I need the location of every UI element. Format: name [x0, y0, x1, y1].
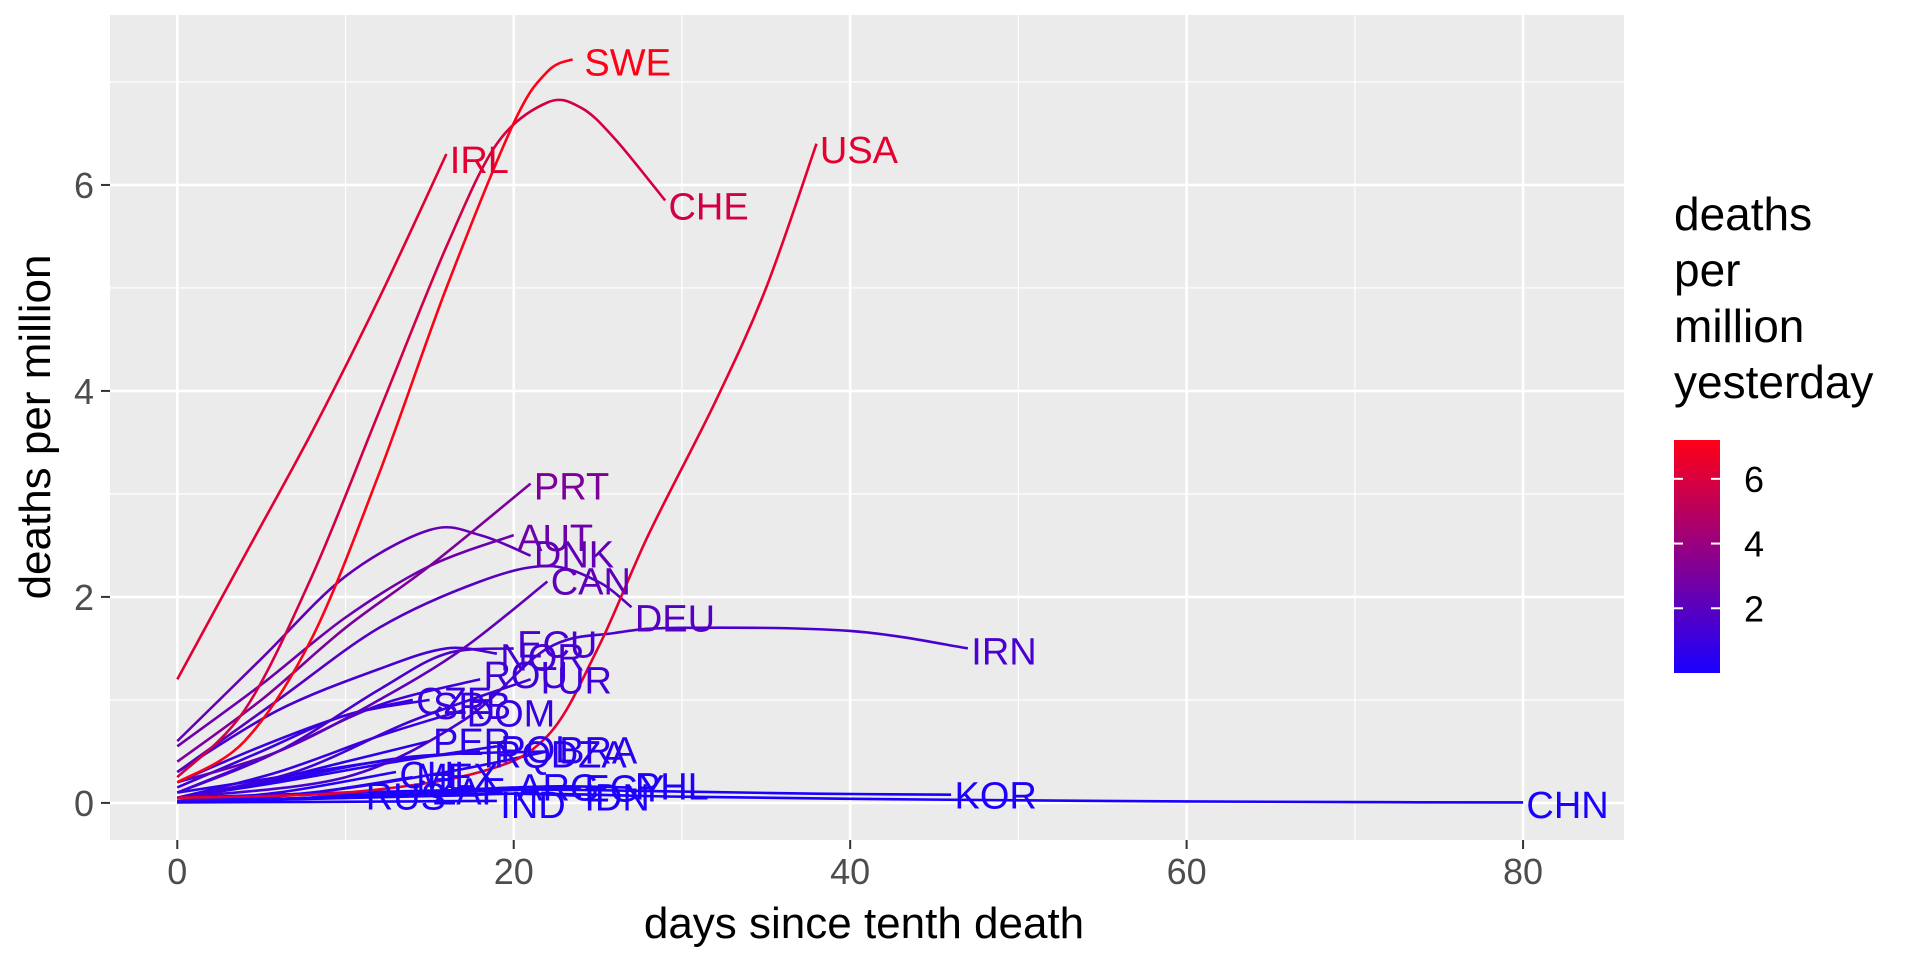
y-tick-label: 0 [74, 783, 94, 824]
series-label-arg: ARG [517, 767, 599, 809]
series-lines [176, 58, 1524, 804]
y-tick-label: 6 [74, 165, 94, 206]
legend-ticks: 2 4 6 [1674, 459, 1764, 629]
series-label-chn: CHN [1526, 785, 1608, 827]
series-label-irq: IRQ [483, 734, 551, 776]
x-tick-label: 80 [1503, 851, 1543, 892]
series-line-dom [176, 708, 464, 800]
series-line-usa [177, 143, 818, 800]
series-label-idn: IDN [584, 778, 649, 820]
series-label-can: CAN [551, 561, 631, 603]
series-line-swe [176, 58, 574, 784]
series-label-rus: RUS [366, 777, 446, 819]
series-label-srb: SRB [433, 686, 511, 728]
series-label-chl: CHL [399, 755, 475, 797]
series-line-dnk [176, 525, 532, 743]
legend-title-line: yesterday [1674, 356, 1873, 408]
x-tick-label: 60 [1167, 851, 1207, 892]
series-label-dza: DZA [551, 734, 628, 776]
series-label-ind: IND [500, 785, 565, 827]
series-label-pol: POL [500, 729, 576, 771]
series-line-irl [176, 153, 448, 680]
y-axis: 0 2 4 6 [74, 165, 110, 824]
legend-title-line: million [1674, 300, 1804, 352]
legend-title-line: per [1674, 244, 1740, 296]
series-line-prt [176, 482, 532, 763]
series-label-kor: KOR [954, 776, 1036, 818]
legend-tick-label: 2 [1744, 588, 1764, 629]
x-axis-label: days since tenth death [644, 899, 1084, 948]
series-label-usa: USA [820, 130, 899, 172]
series-label-nor: NOR [500, 638, 584, 680]
series-label-irl: IRL [450, 140, 509, 182]
series-line-irn [177, 626, 969, 800]
series-line-che [176, 98, 667, 779]
series-label-egy: EGY [584, 768, 664, 810]
series-label-dom: DOM [467, 693, 556, 735]
x-axis: 0 20 40 60 80 [167, 840, 1543, 892]
series-label-per: PER [433, 722, 511, 764]
series-line-aut [176, 533, 515, 748]
series-label-zaf: ZAF [433, 772, 505, 814]
series-line-bra [177, 750, 548, 803]
series-label-aut: AUT [517, 518, 593, 560]
series-label-phl: PHL [635, 766, 709, 808]
legend-title-line: deaths [1674, 188, 1812, 240]
series-line-phl [177, 785, 632, 804]
legend-tick-label: 4 [1744, 524, 1764, 565]
legend-colorbar [1674, 440, 1720, 673]
x-tick-label: 20 [494, 851, 534, 892]
series-label-irn: IRN [971, 631, 1036, 673]
series-line-tur [177, 678, 532, 800]
series-label-tur: TUR [534, 660, 612, 702]
x-tick-label: 0 [167, 851, 187, 892]
series-label-bra: BRA [559, 730, 638, 772]
y-axis-label: deaths per million [11, 255, 60, 600]
series-label-che: CHE [668, 187, 748, 229]
series-line-can [176, 580, 549, 784]
series-line-deu [176, 564, 633, 774]
series-label-mex: MEX [416, 757, 498, 799]
series-label-cze: CZE [416, 681, 492, 723]
series-label-deu: DEU [635, 599, 715, 641]
series-label-ecu: ECU [517, 624, 597, 666]
grid-minor [110, 15, 1624, 840]
legend-tick-label: 6 [1744, 459, 1764, 500]
plot-panel [110, 15, 1624, 840]
x-tick-label: 40 [830, 851, 870, 892]
y-tick-label: 2 [74, 577, 94, 618]
series-label-rou: ROU [483, 655, 567, 697]
series-label-prt: PRT [534, 467, 609, 509]
series-line-nor [176, 646, 498, 774]
series-label-swe: SWE [584, 42, 671, 84]
series-label-dnk: DNK [534, 535, 614, 577]
y-tick-label: 4 [74, 371, 94, 412]
